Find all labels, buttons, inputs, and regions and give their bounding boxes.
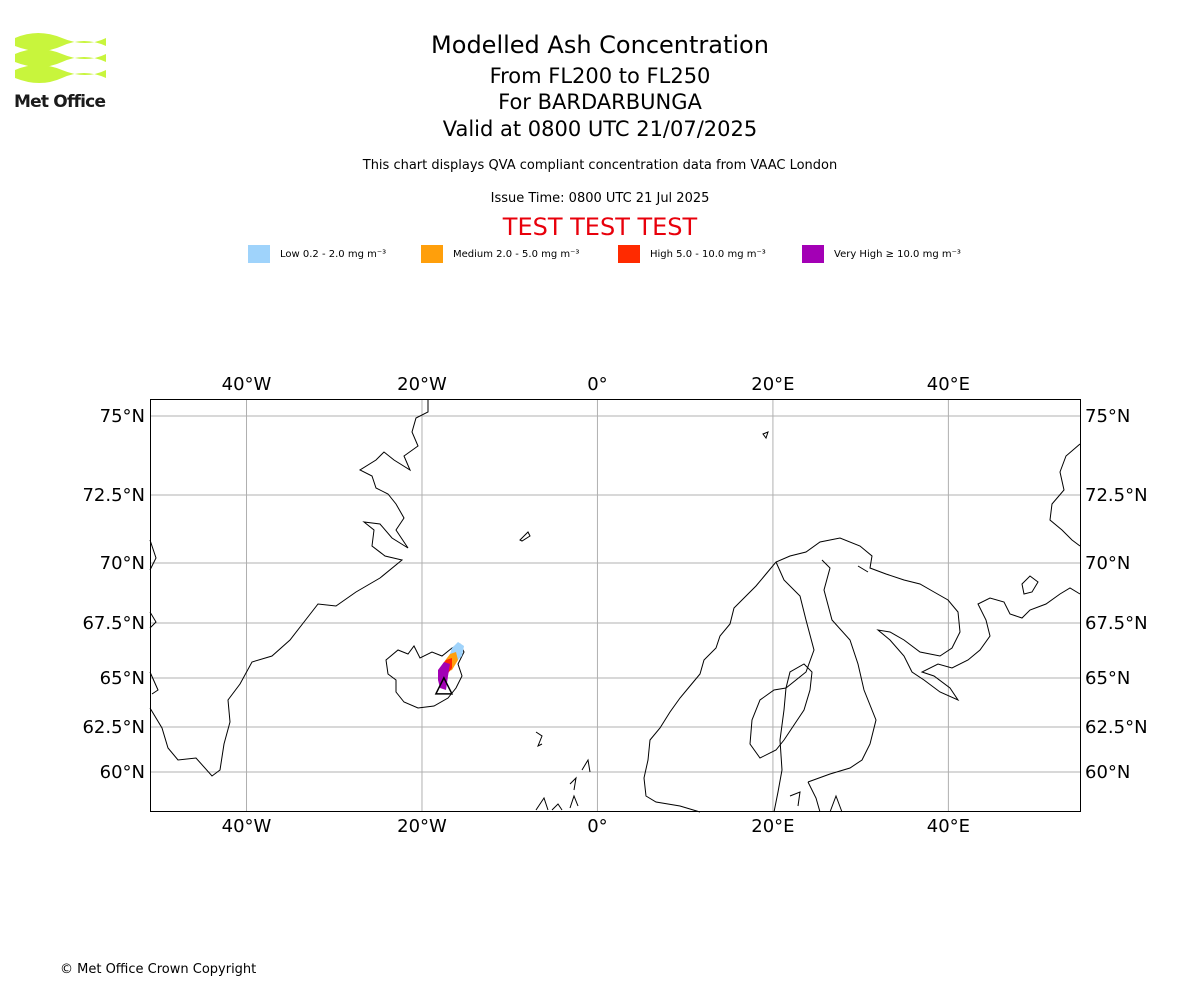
lat-tick-label-left: 62.5°N [82, 717, 145, 738]
lat-tick-label-right: 67.5°N [1085, 613, 1148, 634]
iceland-coast [385, 643, 465, 709]
lon-tick-label-top: 40°W [222, 374, 272, 395]
legend-label-medium: Medium 2.0 - 5.0 mg m⁻³ [453, 248, 580, 260]
chart-description: This chart displays QVA compliant concen… [362, 158, 838, 173]
legend-swatch-medium [421, 245, 443, 263]
scandinavia-borders [773, 559, 877, 813]
shetland-coast [535, 758, 591, 811]
copyright-notice: © Met Office Crown Copyright [60, 962, 257, 977]
legend-swatch-very-high [802, 245, 824, 263]
legend-item-low: Low 0.2 - 2.0 mg m⁻³ [248, 244, 386, 264]
lat-tick-label-left: 72.5°N [82, 485, 145, 506]
coastlines [149, 400, 1081, 813]
legend-swatch-high [618, 245, 640, 263]
greenland-coast [149, 400, 429, 777]
legend-label-low: Low 0.2 - 2.0 mg m⁻³ [280, 248, 387, 260]
lon-tick-label-bottom: 20°W [397, 816, 447, 837]
lat-tick-label-left: 60°N [100, 762, 145, 783]
lon-tick-label-bottom: 40°W [222, 816, 272, 837]
faroe-coast [535, 731, 543, 748]
legend-label-very-high: Very High ≥ 10.0 mg m⁻³ [834, 248, 961, 260]
volcano-marker-layer [434, 676, 454, 695]
bear-island-coast [762, 431, 769, 440]
legend-item-high: High 5.0 - 10.0 mg m⁻³ [618, 244, 766, 264]
legend-item-very-high: Very High ≥ 10.0 mg m⁻³ [802, 244, 961, 264]
lat-tick-label-right: 65°N [1085, 668, 1130, 689]
graticule: 40°W 40°W 20°W 20°W 0° 0° 20°E 20°E 40°E 40°E 75°N… [82, 374, 1147, 837]
logo-text: Met Office [14, 92, 106, 112]
volcano-triangle-icon [434, 676, 454, 695]
issue-time: Issue Time: 0800 UTC 21 Jul 2025 [490, 191, 710, 206]
met-office-waves-icon [15, 33, 106, 83]
lon-tick-label-top: 40°E [927, 374, 970, 395]
chart-title: Modelled Ash Concentration [431, 31, 769, 59]
flight-level-subtitle: From FL200 to FL250 [489, 64, 711, 88]
lon-tick-label-bottom: 40°E [927, 816, 970, 837]
met-office-logo: Met Office [14, 30, 110, 112]
legend-swatch-low [248, 245, 270, 263]
legend-item-medium: Medium 2.0 - 5.0 mg m⁻³ [421, 244, 579, 264]
lon-tick-label-top: 20°E [751, 374, 794, 395]
lat-tick-label-left: 70°N [100, 553, 145, 574]
lat-tick-label-left: 67.5°N [82, 613, 145, 634]
lat-tick-label-right: 72.5°N [1085, 485, 1148, 506]
lat-tick-label-right: 70°N [1085, 553, 1130, 574]
lon-tick-label-top: 0° [587, 374, 607, 395]
lat-tick-label-left: 65°N [100, 668, 145, 689]
lat-tick-label-right: 75°N [1085, 406, 1130, 427]
test-banner: TEST TEST TEST [502, 213, 698, 241]
kolguev-coast [1021, 575, 1039, 595]
lat-tick-label-left: 75°N [100, 406, 145, 427]
lon-tick-label-top: 20°W [397, 374, 447, 395]
lon-tick-label-bottom: 0° [587, 816, 607, 837]
lon-tick-label-bottom: 20°E [751, 816, 794, 837]
scandinavia-coast [643, 537, 1081, 813]
lat-tick-label-right: 60°N [1085, 762, 1130, 783]
bothnia-coast [749, 663, 843, 813]
valid-time-subtitle: Valid at 0800 UTC 21/07/2025 [442, 117, 758, 141]
jan-mayen-coast [519, 531, 531, 542]
volcano-subtitle: For BARDARBUNGA [498, 90, 702, 114]
map-frame [150, 399, 1081, 812]
novaya-zemlya-coast [1049, 443, 1081, 547]
lat-tick-label-right: 62.5°N [1085, 717, 1148, 738]
legend-label-high: High 5.0 - 10.0 mg m⁻³ [650, 248, 766, 260]
